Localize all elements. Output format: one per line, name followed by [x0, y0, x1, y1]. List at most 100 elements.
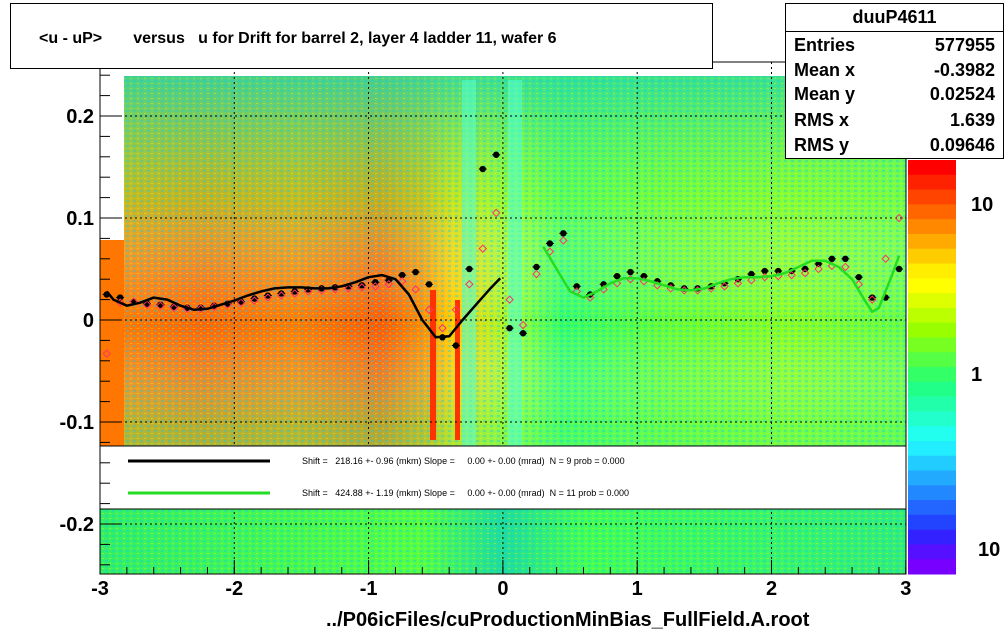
stats-row-rms-y: RMS y 0.09646 [794, 135, 995, 160]
fit-curve-2 [542, 245, 901, 314]
palette-cell [908, 440, 956, 457]
profile-point-open [814, 264, 823, 274]
palette-cell [908, 263, 956, 279]
profile-point-open [156, 301, 165, 310]
legend-entry-2: Shift = 424.88 +- 1.19 (mkm) Slope = 0.0… [302, 488, 629, 498]
palette-cell [908, 174, 956, 191]
palette-cell [908, 307, 956, 324]
stats-value: -0.3982 [933, 60, 995, 80]
palette-cell [908, 455, 956, 471]
palette-cell [908, 160, 956, 176]
palette-cell [908, 189, 956, 205]
y-tick-label: 0 [83, 310, 94, 332]
palette-cell [908, 219, 956, 235]
stats-value: 577955 [934, 35, 995, 55]
fit-curves [105, 245, 901, 339]
profile-point-open [841, 262, 850, 272]
fit-legend: Shift = 218.16 +- 0.96 (mkm) Slope = 0.0… [99, 445, 907, 510]
profile-point-open [867, 295, 877, 304]
chart-title: <u - uP> versus u for Drift for barrel 2… [39, 30, 557, 47]
y-tick-label: -0.1 [60, 412, 94, 434]
stats-value: 0.09646 [929, 135, 995, 155]
profile-point-open [236, 298, 246, 307]
stats-row-entries: Entries 577955 [794, 35, 995, 60]
palette-cell [908, 514, 956, 531]
stats-name: duuP4611 [786, 4, 1003, 32]
profile-point-open [720, 282, 729, 291]
profile-point-open [881, 254, 890, 264]
y-tick-label: 0.2 [66, 106, 94, 128]
stats-label: Entries [794, 35, 856, 55]
stats-label: Mean x [794, 60, 856, 80]
palette-cell [908, 248, 956, 264]
profile-point-open [518, 320, 528, 330]
profile-point-open [424, 305, 434, 315]
profile-point-open [491, 208, 501, 218]
z-tick-label: 1 [971, 364, 982, 386]
palette-cell [908, 381, 956, 398]
palette-cell [908, 322, 956, 338]
palette-cell [908, 233, 956, 250]
unfilled-region [100, 62, 124, 142]
x-tick-label: 3 [900, 578, 911, 600]
palette-cell [908, 337, 956, 353]
y-tick-label: -0.2 [60, 514, 94, 536]
z-tick-label: 10 [978, 539, 1000, 561]
stats-row-mean-x: Mean x -0.3982 [794, 60, 995, 85]
profile-point-open [451, 305, 461, 315]
x-tick-label: -3 [91, 578, 109, 600]
x-tick-label: -1 [360, 578, 378, 600]
color-palette: 10 1 10 [908, 160, 1000, 575]
profile-point-open [371, 282, 380, 291]
profile-point-open [142, 300, 152, 309]
x-tick-label: 0 [497, 578, 508, 600]
stats-value: 0.02524 [929, 84, 995, 104]
profile-point-open [532, 269, 541, 279]
fit-curve-1 [105, 273, 502, 339]
y-tick-label: 0.1 [66, 208, 94, 230]
profile-point-open [384, 280, 393, 289]
palette-cell [908, 411, 956, 427]
palette-cell [908, 559, 956, 575]
stats-label: Mean y [794, 84, 856, 104]
profile-point-open [263, 293, 273, 302]
x-tick-label: 2 [766, 578, 777, 600]
title-box: <u - uP> versus u for Drift for barrel 2… [10, 3, 713, 69]
axes: -3 -2 -1 0 1 2 3 0.2 0.1 0 -0.1 -0.2 [60, 74, 911, 600]
palette-cell [908, 544, 956, 560]
z-tick-label: 10 [971, 194, 993, 216]
profile-point-open [733, 279, 743, 288]
profile-point-open [894, 213, 904, 223]
stats-label: RMS x [794, 110, 850, 130]
palette-cell [908, 352, 956, 368]
profile-point-open [411, 285, 420, 294]
profile-point-open [465, 280, 474, 289]
profile-point-open [559, 236, 568, 245]
palette-cell [908, 470, 956, 486]
palette-cell [908, 204, 956, 220]
profile-point-open [250, 296, 259, 305]
profile-point-open [505, 295, 514, 304]
palette-cell [908, 396, 956, 412]
palette-cell [908, 293, 956, 309]
x-tick-label: 1 [632, 578, 643, 600]
profile-point-open [357, 283, 367, 292]
stats-box: duuP4611 Entries 577955 Mean x -0.3982 M… [785, 3, 1004, 159]
profile-markers [102, 151, 904, 358]
x-tick-label: -2 [225, 578, 243, 600]
profile-point-open [277, 291, 286, 300]
profile-point-open [478, 244, 487, 253]
profile-point-open [747, 275, 756, 285]
profile-point-open [438, 323, 447, 333]
palette-cell [908, 367, 956, 383]
profile-point-open [800, 268, 810, 278]
palette-cell [908, 485, 956, 501]
stats-row-mean-y: Mean y 0.02524 [794, 84, 995, 109]
stats-value: 1.639 [949, 110, 995, 130]
profile-point-open [303, 287, 313, 296]
palette-cell [908, 529, 956, 545]
profile-point-open [344, 284, 353, 293]
stats-row-rms-x: RMS x 1.639 [794, 110, 995, 135]
profile-point-open [102, 349, 111, 358]
